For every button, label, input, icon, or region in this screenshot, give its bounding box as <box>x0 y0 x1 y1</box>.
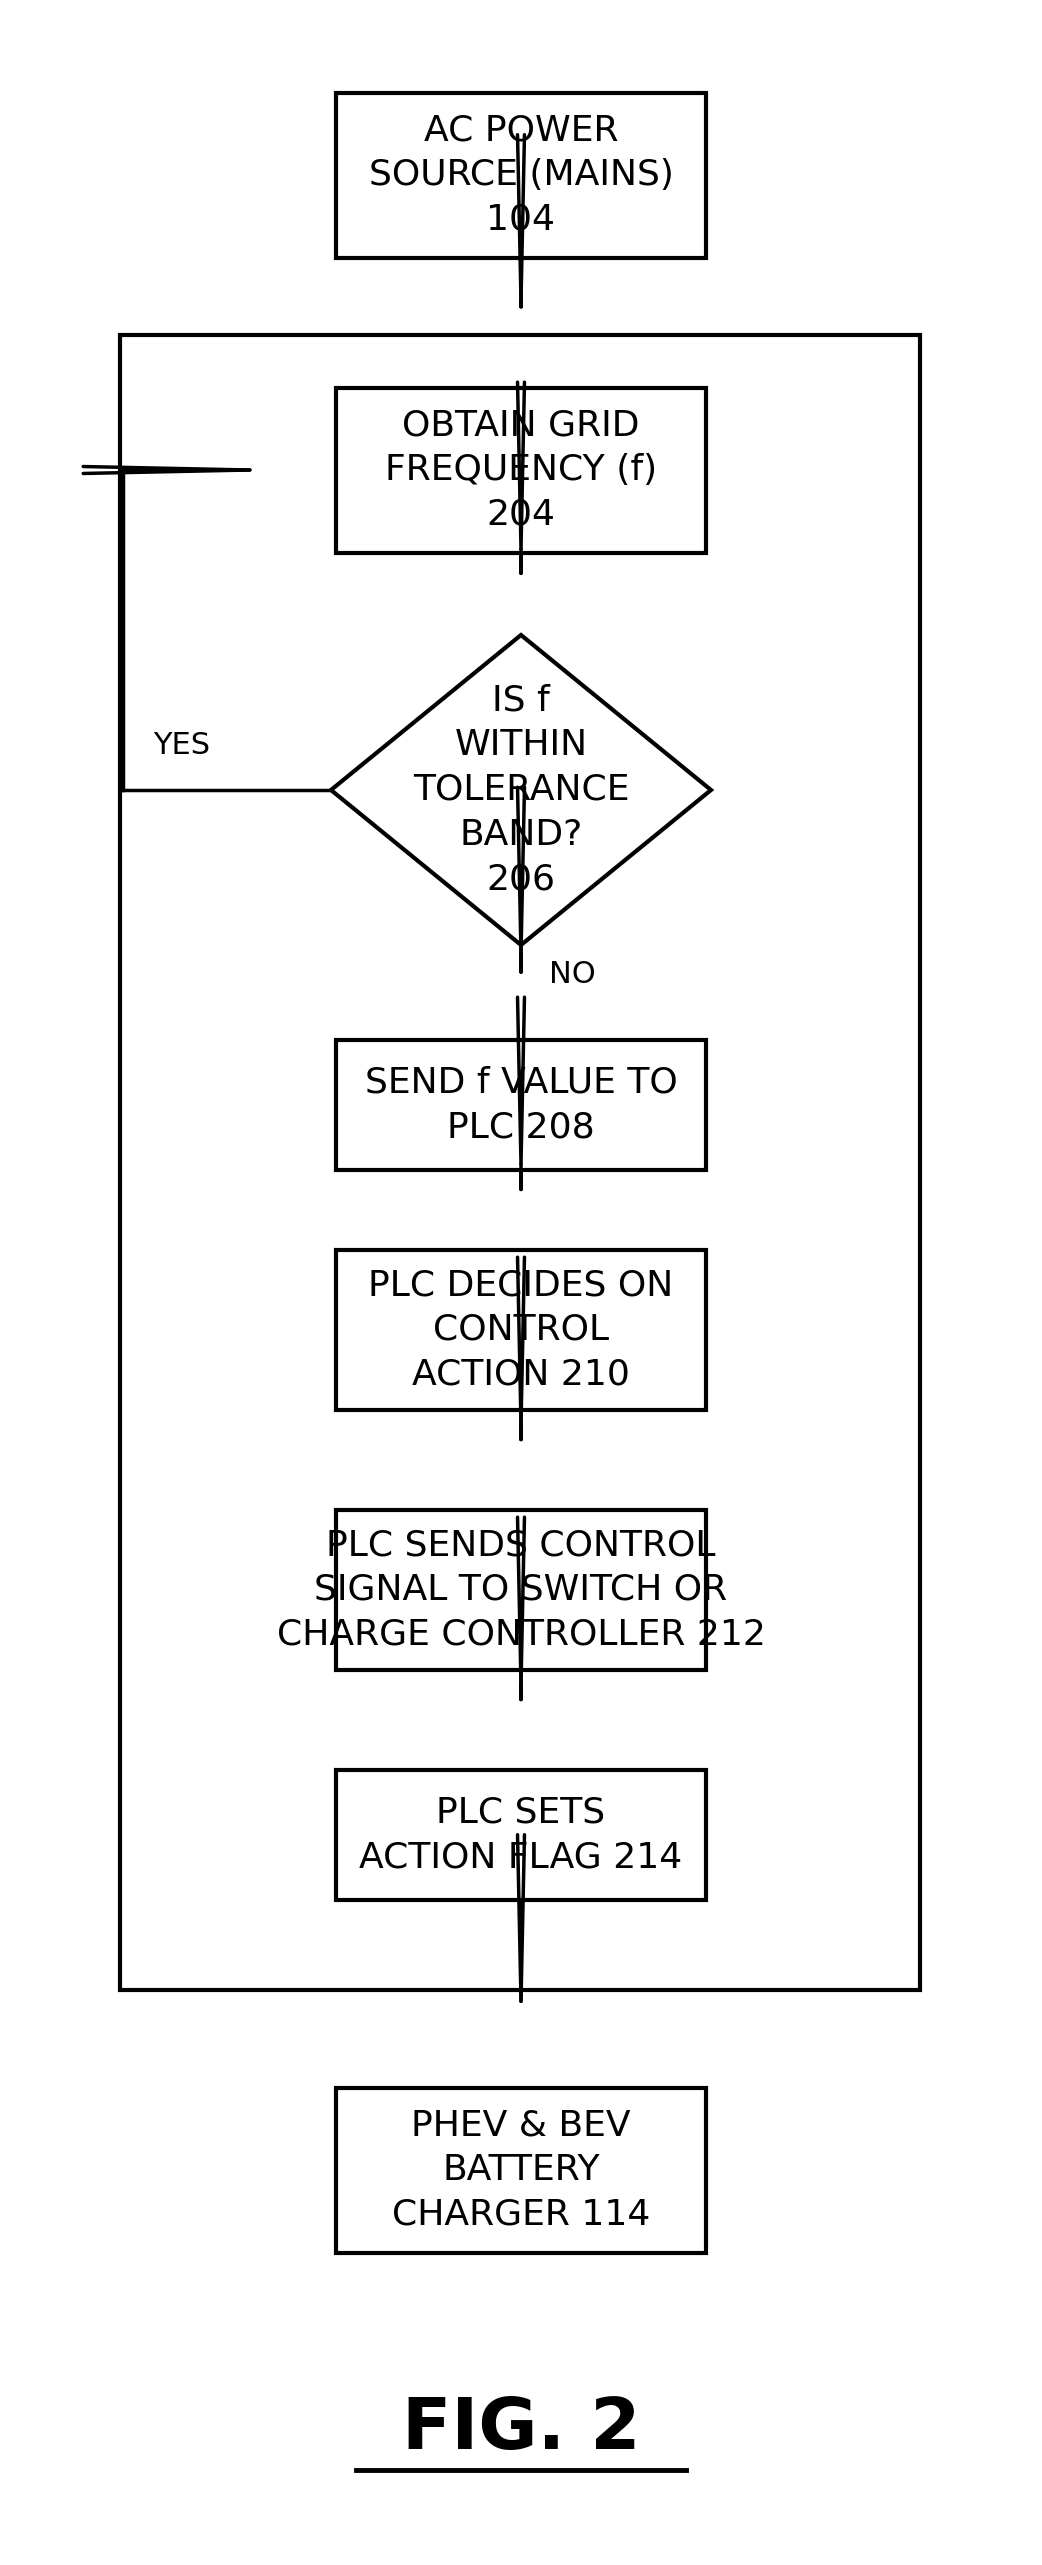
Text: YES: YES <box>153 731 210 759</box>
Bar <box>120 336 920 1990</box>
Text: PLC SETS
ACTION FLAG 214: PLC SETS ACTION FLAG 214 <box>359 1795 683 1875</box>
Bar <box>336 92 706 256</box>
Bar <box>336 2088 706 2252</box>
Text: FIG. 2: FIG. 2 <box>402 2396 640 2465</box>
Text: AC POWER
SOURCE (MAINS)
104: AC POWER SOURCE (MAINS) 104 <box>369 113 673 236</box>
Text: PLC DECIDES ON
CONTROL
ACTION 210: PLC DECIDES ON CONTROL ACTION 210 <box>369 1267 673 1393</box>
Bar <box>336 1770 706 1901</box>
Bar <box>336 1511 706 1670</box>
Polygon shape <box>331 636 711 944</box>
Text: NO: NO <box>549 959 596 990</box>
Text: OBTAIN GRID
FREQUENCY (f)
204: OBTAIN GRID FREQUENCY (f) 204 <box>384 408 658 531</box>
Text: PLC SENDS CONTROL
SIGNAL TO SWITCH OR
CHARGE CONTROLLER 212: PLC SENDS CONTROL SIGNAL TO SWITCH OR CH… <box>276 1529 766 1652</box>
Text: IS f
WITHIN
TOLERANCE
BAND?
206: IS f WITHIN TOLERANCE BAND? 206 <box>413 682 629 898</box>
Text: PHEV & BEV
BATTERY
CHARGER 114: PHEV & BEV BATTERY CHARGER 114 <box>392 2108 650 2232</box>
Bar <box>336 387 706 551</box>
Text: SEND f VALUE TO
PLC 208: SEND f VALUE TO PLC 208 <box>365 1064 677 1144</box>
Bar <box>336 1039 706 1170</box>
Bar <box>336 1249 706 1411</box>
